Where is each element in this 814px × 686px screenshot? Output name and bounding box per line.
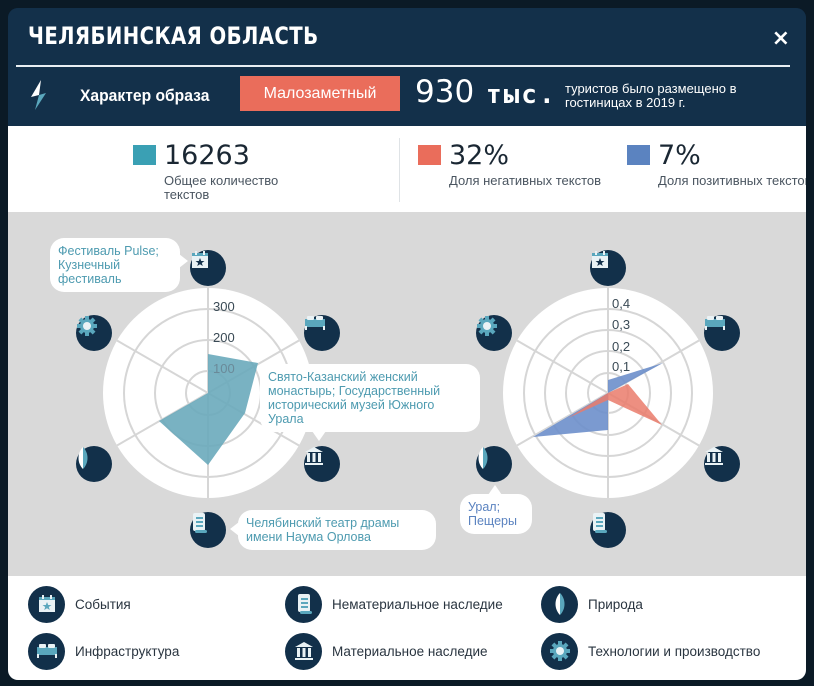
region-title: ЧЕЛЯБИНСКАЯ ОБЛАСТЬ bbox=[28, 22, 319, 50]
technology-icon[interactable] bbox=[76, 315, 112, 351]
scroll-icon bbox=[285, 585, 322, 623]
material-heritage-icon[interactable] bbox=[704, 446, 740, 482]
stat-value: 16263 bbox=[164, 140, 250, 171]
svg-text:0,3: 0,3 bbox=[612, 317, 630, 332]
legend-item-technology[interactable]: Технологии и производство bbox=[541, 632, 760, 670]
svg-text:300: 300 bbox=[213, 299, 235, 314]
close-button[interactable]: × bbox=[771, 26, 790, 51]
events-icon[interactable] bbox=[590, 250, 626, 286]
stat-label: Доля позитивных текстов bbox=[658, 173, 806, 188]
intangible-heritage-icon[interactable] bbox=[190, 512, 226, 548]
gear-icon bbox=[541, 632, 578, 670]
tooltip-events: Фестиваль Pulse; Кузнечный фестиваль bbox=[50, 238, 188, 292]
legend-label: Инфраструктура bbox=[75, 643, 180, 659]
radar-chart-count: 100 200 300 bbox=[103, 288, 313, 498]
svg-text:0,1: 0,1 bbox=[612, 359, 630, 374]
nature-icon[interactable] bbox=[76, 446, 112, 482]
legend-label: События bbox=[75, 596, 131, 612]
tourists-unit: тыс. bbox=[486, 80, 557, 110]
tooltip-intangible: Челябинский театр драмы имени Наума Орло… bbox=[230, 510, 436, 550]
charts-area: 100 200 300 bbox=[8, 212, 806, 576]
svg-text:100: 100 bbox=[213, 361, 235, 376]
svg-text:0,4: 0,4 bbox=[612, 296, 630, 311]
tourists-number: 930 bbox=[415, 74, 475, 110]
infrastructure-icon[interactable] bbox=[304, 315, 340, 351]
legend-label: Нематериальное наследие bbox=[332, 596, 503, 612]
stat-label: Доля негативных текстов bbox=[449, 173, 602, 188]
tourists-description: туристов было размещено в гостиницах в 2… bbox=[565, 81, 737, 110]
tooltip-material: Свято-Казанский женский монастырь; Госуд… bbox=[260, 364, 480, 441]
radar-chart-sentiment: 0,1 0,2 0,3 0,4 bbox=[503, 288, 713, 498]
leaf-icon bbox=[541, 585, 578, 623]
intangible-heritage-icon[interactable] bbox=[590, 512, 626, 548]
infrastructure-icon[interactable] bbox=[704, 315, 740, 351]
calendar-star-icon bbox=[28, 585, 65, 623]
museum-icon bbox=[285, 632, 322, 670]
legend-label: Природа bbox=[588, 596, 643, 612]
legend-item-material[interactable]: Материальное наследие bbox=[285, 632, 488, 670]
positive-swatch bbox=[627, 145, 650, 165]
stats-divider bbox=[399, 138, 400, 202]
legend-label: Технологии и производство bbox=[588, 643, 761, 659]
bed-icon bbox=[28, 632, 65, 670]
negative-swatch bbox=[418, 145, 441, 165]
stat-label: Общее количество текстов bbox=[164, 173, 279, 202]
region-popup: ЧЕЛЯБИНСКАЯ ОБЛАСТЬ × Характер образа Ма… bbox=[8, 8, 806, 680]
technology-icon[interactable] bbox=[476, 315, 512, 351]
legend-item-intangible[interactable]: Нематериальное наследие bbox=[285, 585, 503, 623]
character-label: Характер образа bbox=[80, 86, 210, 105]
legend: События Инфраструктура Нематериальное на… bbox=[8, 576, 806, 680]
legend-item-nature[interactable]: Природа bbox=[541, 585, 643, 623]
legend-label: Материальное наследие bbox=[332, 643, 488, 659]
total-swatch bbox=[133, 145, 156, 165]
svg-text:200: 200 bbox=[213, 330, 235, 345]
lightning-icon bbox=[31, 80, 46, 110]
stat-value: 7% bbox=[658, 140, 701, 171]
header-divider bbox=[16, 65, 790, 67]
stat-value: 32% bbox=[449, 140, 510, 171]
legend-item-events[interactable]: События bbox=[28, 585, 131, 623]
character-badge: Малозаметный bbox=[240, 76, 400, 111]
nature-icon[interactable] bbox=[476, 446, 512, 482]
stats-bar: 16263 Общее количество текстов 32% Доля … bbox=[8, 126, 806, 212]
popup-header: ЧЕЛЯБИНСКАЯ ОБЛАСТЬ × Характер образа Ма… bbox=[8, 8, 806, 126]
tooltip-nature: Урал; Пещеры bbox=[460, 485, 532, 534]
material-heritage-icon[interactable] bbox=[304, 446, 340, 482]
radar-charts: 100 200 300 bbox=[103, 288, 713, 498]
events-icon[interactable] bbox=[190, 250, 226, 286]
legend-item-infrastructure[interactable]: Инфраструктура bbox=[28, 632, 179, 670]
svg-text:0,2: 0,2 bbox=[612, 339, 630, 354]
